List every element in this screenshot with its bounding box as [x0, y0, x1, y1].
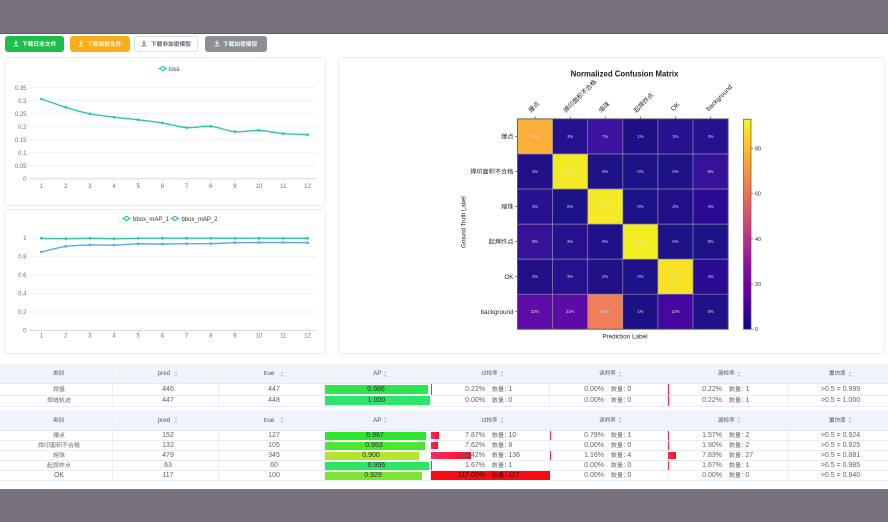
svg-text:Normalized Confusion Matrix: Normalized Confusion Matrix: [570, 69, 679, 78]
svg-text:0.35: 0.35: [14, 85, 26, 91]
svg-text:4: 4: [112, 333, 116, 339]
svg-text:89%: 89%: [671, 274, 680, 279]
svg-text:3: 3: [88, 333, 92, 339]
svg-text:5: 5: [136, 184, 140, 190]
svg-text:0%: 0%: [637, 274, 643, 279]
svg-text:0: 0: [755, 327, 758, 333]
svg-text:0.2: 0.2: [18, 124, 27, 130]
svg-text:0.3: 0.3: [18, 98, 27, 104]
svg-text:3: 3: [88, 184, 92, 190]
svg-text:0.25: 0.25: [14, 111, 26, 117]
svg-text:0%: 0%: [707, 309, 713, 314]
svg-text:13%: 13%: [671, 309, 680, 314]
svg-text:2: 2: [64, 184, 68, 190]
svg-text:bbox_mAP_1: bbox_mAP_1: [133, 216, 170, 222]
svg-text:Prediction Label: Prediction Label: [602, 333, 647, 340]
svg-text:3%: 3%: [672, 133, 678, 138]
svg-text:61%: 61%: [601, 309, 610, 314]
svg-text:6%: 6%: [532, 239, 538, 244]
svg-text:6: 6: [160, 184, 164, 190]
svg-text:0.1: 0.1: [18, 150, 27, 156]
svg-text:9: 9: [233, 333, 237, 339]
svg-text:6: 6: [160, 333, 164, 339]
svg-text:2%: 2%: [532, 274, 538, 279]
svg-text:92%: 92%: [566, 169, 575, 174]
svg-text:60: 60: [755, 191, 761, 197]
svg-text:0.8: 0.8: [18, 254, 27, 260]
svg-text:OK: OK: [669, 100, 681, 112]
svg-text:1%: 1%: [637, 309, 643, 314]
svg-text:0%: 0%: [637, 204, 643, 209]
svg-text:0.05: 0.05: [14, 163, 26, 169]
svg-text:11: 11: [280, 184, 287, 190]
svg-text:5: 5: [136, 333, 140, 339]
svg-text:12: 12: [304, 184, 311, 190]
svg-text:2%: 2%: [672, 204, 678, 209]
svg-text:loss: loss: [169, 67, 180, 73]
svg-text:0%: 0%: [672, 169, 678, 174]
svg-text:2%: 2%: [532, 169, 538, 174]
svg-text:10: 10: [255, 184, 262, 190]
svg-text:3%: 3%: [532, 204, 538, 209]
svg-text:0%: 0%: [637, 169, 643, 174]
svg-text:31%: 31%: [566, 309, 575, 314]
svg-text:90%: 90%: [601, 204, 610, 209]
svg-text:1: 1: [23, 236, 27, 242]
svg-text:8: 8: [209, 333, 213, 339]
svg-text:2%: 2%: [602, 274, 608, 279]
svg-text:0.2: 0.2: [18, 310, 27, 316]
svg-text:0%: 0%: [707, 239, 713, 244]
svg-text:20: 20: [755, 282, 761, 288]
svg-text:3%: 3%: [567, 239, 573, 244]
svg-text:background: background: [705, 83, 734, 112]
svg-text:40: 40: [755, 236, 761, 242]
svg-text:9: 9: [233, 184, 237, 190]
svg-text:32%: 32%: [530, 309, 539, 314]
svg-text:Ground Truth Label: Ground Truth Label: [461, 196, 467, 248]
svg-text:0: 0: [23, 328, 27, 334]
svg-text:8: 8: [209, 184, 213, 190]
svg-text:0: 0: [23, 176, 27, 182]
svg-text:0%: 0%: [602, 239, 608, 244]
svg-text:1%: 1%: [637, 133, 643, 138]
svg-text:7%: 7%: [602, 133, 608, 138]
svg-text:7: 7: [184, 333, 188, 339]
svg-text:6%: 6%: [707, 169, 713, 174]
svg-text:11: 11: [280, 333, 287, 339]
svg-text:bbox_mAP_2: bbox_mAP_2: [181, 216, 218, 222]
svg-text:80: 80: [755, 146, 761, 152]
svg-text:0%: 0%: [672, 239, 678, 244]
svg-text:3%: 3%: [567, 274, 573, 279]
svg-text:93%: 93%: [636, 239, 645, 244]
svg-text:2: 2: [64, 333, 68, 339]
svg-text:4%: 4%: [707, 274, 713, 279]
svg-text:0%: 0%: [602, 169, 608, 174]
svg-text:82%: 82%: [530, 133, 539, 138]
svg-text:0%: 0%: [567, 204, 573, 209]
svg-text:0.15: 0.15: [14, 137, 26, 143]
svg-text:7: 7: [184, 184, 188, 190]
svg-text:1: 1: [39, 333, 43, 339]
svg-text:12: 12: [304, 333, 311, 339]
svg-text:0.4: 0.4: [18, 291, 27, 297]
svg-text:3%: 3%: [707, 133, 713, 138]
svg-text:background: background: [480, 308, 513, 315]
svg-text:10: 10: [255, 333, 262, 339]
svg-text:1: 1: [39, 184, 43, 190]
svg-text:0.6: 0.6: [18, 273, 27, 279]
svg-text:4: 4: [112, 184, 116, 190]
svg-text:OK: OK: [504, 273, 514, 280]
svg-text:4%: 4%: [707, 204, 713, 209]
svg-text:3%: 3%: [567, 133, 573, 138]
